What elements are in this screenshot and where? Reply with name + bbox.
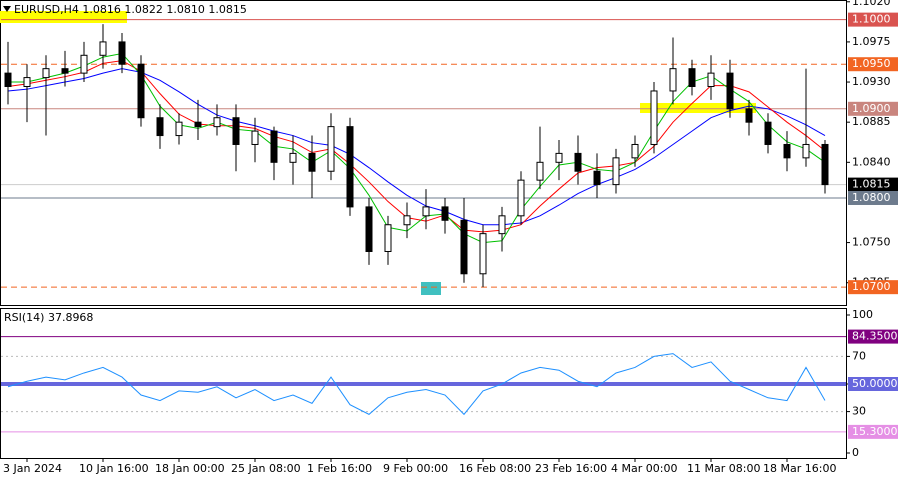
rsi-title: RSI(14) 37.8968	[4, 311, 93, 324]
level-label: 1.0900	[852, 102, 891, 115]
candle-body	[213, 117, 221, 128]
candle-body	[745, 108, 753, 123]
y-tick-label: 1.0750	[852, 236, 891, 249]
candle-body	[80, 54, 88, 74]
candle-body	[289, 152, 297, 163]
candle-body	[403, 215, 411, 226]
candle-body	[593, 170, 601, 186]
level-label: 50.0000	[852, 377, 898, 390]
candle-body	[707, 72, 715, 88]
candle-body	[23, 77, 31, 88]
level-label: 15.3000	[852, 425, 898, 438]
candle-body	[270, 130, 278, 163]
candle-body	[726, 72, 734, 110]
candle-body	[764, 121, 772, 145]
candle-body	[251, 130, 259, 145]
candle-body	[802, 143, 810, 159]
y-tick-label: 1.0975	[852, 35, 891, 48]
candle-body	[536, 161, 544, 181]
level-label: 1.0815	[852, 178, 891, 191]
candle-body	[821, 143, 829, 186]
candle-body	[460, 219, 468, 275]
candle-body	[99, 41, 107, 56]
level-tag	[848, 12, 898, 27]
candle-body	[783, 143, 791, 159]
candle-body	[669, 68, 677, 92]
level-label: 84.3500	[852, 330, 898, 343]
candle-body	[365, 206, 373, 252]
candle-body	[4, 72, 12, 88]
x-tick-label: 4 Mar 00:00	[611, 462, 677, 475]
candle-body	[61, 68, 69, 74]
y-tick-label: 1.1020	[852, 0, 891, 8]
level-tag	[848, 280, 898, 295]
x-tick-label: 18 Mar 16:00	[763, 462, 836, 475]
level-label: 1.0950	[852, 57, 891, 70]
level-tag	[848, 190, 898, 205]
level-tag	[848, 377, 898, 391]
x-tick-label: 10 Jan 16:00	[79, 462, 149, 475]
x-tick-label: 18 Jan 00:00	[155, 462, 225, 475]
candle-body	[118, 41, 126, 65]
x-tick-label: 3 Jan 2024	[3, 462, 62, 475]
series-line	[7, 353, 826, 416]
level-label: 1.1000	[852, 13, 891, 26]
plot	[1, 19, 846, 433]
level-tag	[848, 177, 898, 192]
candle-body	[384, 224, 392, 252]
candle-body	[232, 117, 240, 145]
candle-body	[156, 117, 164, 137]
level-label: 1.0700	[852, 280, 891, 293]
y-tick-label: 70	[852, 349, 866, 362]
candle-body	[498, 215, 506, 235]
candle-body	[612, 157, 620, 186]
x-tick-label: 23 Feb 16:00	[535, 462, 607, 475]
x-tick-label: 11 Mar 08:00	[687, 462, 760, 475]
highlight	[640, 103, 756, 113]
candle-body	[346, 126, 354, 208]
chart-title: EURUSD,H4 1.0816 1.0822 1.0810 1.0815	[14, 3, 247, 16]
candle-body	[42, 68, 50, 79]
candle-body	[175, 121, 183, 137]
level-tag	[848, 329, 898, 344]
level-tag	[848, 101, 898, 116]
candle-body	[422, 206, 430, 217]
candle-body	[517, 179, 525, 217]
candle-body	[137, 63, 145, 119]
price-panel	[0, 0, 847, 306]
candle-body	[308, 152, 316, 172]
candle-body	[574, 152, 582, 172]
y-tick-label: 30	[852, 405, 866, 418]
y-tick-label: 1.0885	[852, 115, 891, 128]
candle-body	[650, 90, 658, 145]
candle-body	[194, 121, 202, 128]
x-tick-label: 9 Feb 00:00	[383, 462, 448, 475]
candle-body	[479, 233, 487, 275]
level-tag	[848, 424, 898, 439]
y-tick-label: 1.0840	[852, 155, 891, 168]
level-label: 1.0800	[852, 191, 891, 204]
candle-body	[688, 68, 696, 88]
x-tick-label: 25 Jan 08:00	[231, 462, 301, 475]
y-tick-label: 0	[852, 446, 859, 459]
level-tag	[848, 57, 898, 72]
candle-body	[631, 143, 639, 159]
x-tick-label: 1 Feb 16:00	[307, 462, 372, 475]
y-tick-label: 100	[852, 308, 873, 321]
menu-icon	[3, 6, 11, 12]
candle-body	[555, 152, 563, 163]
x-tick-label: 16 Feb 08:00	[459, 462, 531, 475]
candle-body	[327, 126, 335, 172]
candle-body	[441, 206, 449, 221]
highlight	[421, 282, 441, 295]
y-tick-label: 1.0930	[852, 75, 891, 88]
